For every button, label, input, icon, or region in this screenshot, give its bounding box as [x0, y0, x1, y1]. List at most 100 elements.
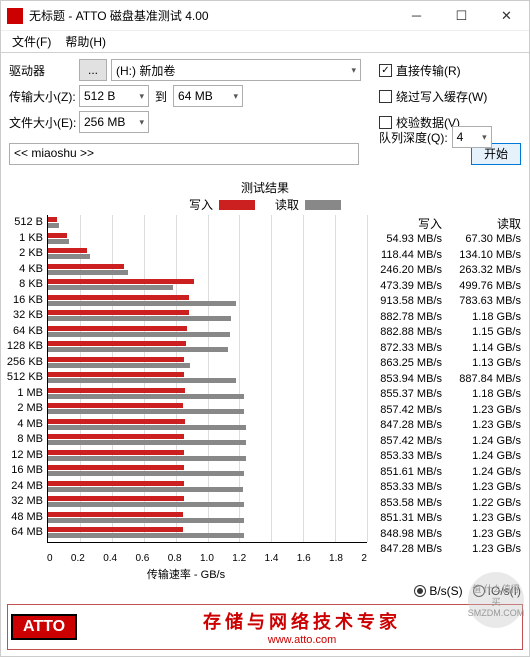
chevron-down-icon: ▾ — [482, 132, 487, 143]
bar-row — [48, 339, 367, 355]
y-label: 256 KB — [1, 355, 45, 371]
data-row: 848.98 MB/s1.23 GB/s — [371, 527, 529, 543]
read-bar — [48, 502, 244, 507]
write-bar — [48, 341, 186, 346]
read-bar — [48, 285, 173, 290]
write-bar — [48, 434, 184, 439]
direct-io-checkbox[interactable]: ✓直接传输(R) — [379, 62, 461, 79]
y-label: 12 MB — [1, 448, 45, 464]
filesize-select[interactable]: 256 MB▾ — [79, 111, 149, 133]
menu-file[interactable]: 文件(F) — [5, 33, 58, 50]
data-row: 855.37 MB/s1.18 GB/s — [371, 387, 529, 403]
write-column-header: 写入 — [371, 215, 450, 232]
maximize-button[interactable]: ☐ — [439, 1, 484, 31]
bar-row — [48, 215, 367, 231]
bar-row — [48, 401, 367, 417]
results-title: 测试结果 — [1, 179, 529, 196]
read-bar — [48, 301, 236, 306]
data-row: 872.33 MB/s1.14 GB/s — [371, 341, 529, 357]
menubar: 文件(F) 帮助(H) — [1, 31, 529, 53]
data-row: 853.58 MB/s1.22 GB/s — [371, 496, 529, 512]
write-bar — [48, 512, 183, 517]
read-bar — [48, 456, 246, 461]
queue-depth-select[interactable]: 4▾ — [452, 126, 492, 148]
close-button[interactable]: ✕ — [484, 1, 529, 31]
write-bar — [48, 310, 189, 315]
y-label: 32 KB — [1, 308, 45, 324]
y-label: 8 KB — [1, 277, 45, 293]
bar-row — [48, 432, 367, 448]
description-input[interactable]: << miaoshu >> — [9, 143, 359, 165]
bypass-cache-checkbox[interactable]: 绕过写入缓存(W) — [379, 88, 487, 105]
data-row: 882.78 MB/s1.18 GB/s — [371, 310, 529, 326]
data-row: 882.88 MB/s1.15 GB/s — [371, 325, 529, 341]
bar-row — [48, 448, 367, 464]
bar-row — [48, 494, 367, 510]
titlebar: 无标题 - ATTO 磁盘基准测试 4.00 ─ ☐ ✕ — [1, 1, 529, 31]
write-bar — [48, 450, 184, 455]
drive-select[interactable]: (H:) 新加卷▾ — [111, 59, 361, 81]
data-row: 847.28 MB/s1.23 GB/s — [371, 542, 529, 558]
minimize-button[interactable]: ─ — [394, 1, 439, 31]
menu-help[interactable]: 帮助(H) — [58, 33, 113, 50]
y-label: 4 MB — [1, 417, 45, 433]
data-row: 853.94 MB/s887.84 MB/s — [371, 372, 529, 388]
read-bar — [48, 518, 244, 523]
y-label: 8 MB — [1, 432, 45, 448]
bar-row — [48, 231, 367, 247]
y-label: 64 MB — [1, 525, 45, 541]
bar-row — [48, 386, 367, 402]
y-label: 24 MB — [1, 479, 45, 495]
write-bar — [48, 217, 57, 222]
data-row: 847.28 MB/s1.23 GB/s — [371, 418, 529, 434]
read-bar — [48, 440, 246, 445]
app-icon — [7, 8, 23, 24]
filesize-label: 文件大小(E): — [9, 114, 79, 131]
transfer-to-select[interactable]: 64 MB▾ — [173, 85, 243, 107]
bar-row — [48, 324, 367, 340]
write-bar — [48, 465, 184, 470]
y-label: 2 MB — [1, 401, 45, 417]
data-row: 857.42 MB/s1.23 GB/s — [371, 403, 529, 419]
write-bar — [48, 279, 194, 284]
data-row: 863.25 MB/s1.13 GB/s — [371, 356, 529, 372]
write-bar — [48, 419, 185, 424]
chevron-down-icon: ▾ — [233, 91, 238, 102]
unit-bps-radio[interactable]: B/s(S) — [414, 584, 462, 598]
chevron-down-icon: ▾ — [139, 117, 144, 128]
read-bar — [48, 533, 244, 538]
bar-row — [48, 370, 367, 386]
y-label: 16 MB — [1, 463, 45, 479]
browse-button[interactable]: ... — [79, 59, 107, 81]
read-bar — [48, 409, 244, 414]
read-bar — [48, 254, 90, 259]
transfer-from-select[interactable]: 512 B▾ — [79, 85, 149, 107]
bar-chart: 512 B1 KB2 KB4 KB8 KB16 KB32 KB64 KB128 … — [1, 215, 371, 550]
write-bar — [48, 248, 87, 253]
read-bar — [48, 471, 244, 476]
bar-row — [48, 510, 367, 526]
write-bar — [48, 388, 185, 393]
chevron-down-icon: ▾ — [351, 65, 356, 76]
chart-legend: 写入 读取 — [1, 196, 529, 213]
bar-row — [48, 355, 367, 371]
bar-row — [48, 525, 367, 541]
read-bar — [48, 270, 128, 275]
footer-url: www.atto.com — [85, 634, 519, 646]
y-label: 1 MB — [1, 386, 45, 402]
y-label: 48 MB — [1, 510, 45, 526]
transfer-size-label: 传输大小(Z): — [9, 88, 79, 105]
read-bar — [48, 347, 228, 352]
write-bar — [48, 233, 67, 238]
write-bar — [48, 357, 184, 362]
data-row: 118.44 MB/s134.10 MB/s — [371, 248, 529, 264]
read-bar — [48, 332, 230, 337]
bar-row — [48, 479, 367, 495]
bar-row — [48, 277, 367, 293]
y-label: 64 KB — [1, 324, 45, 340]
y-label: 32 MB — [1, 494, 45, 510]
data-row: 473.39 MB/s499.76 MB/s — [371, 279, 529, 295]
write-swatch — [219, 200, 255, 210]
read-bar — [48, 394, 244, 399]
y-label: 4 KB — [1, 262, 45, 278]
